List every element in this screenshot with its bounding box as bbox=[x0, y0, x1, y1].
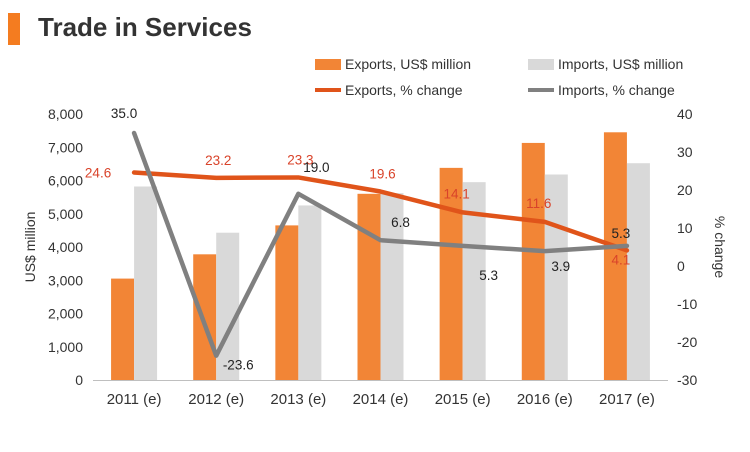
legend-label-3: Imports, % change bbox=[558, 82, 675, 98]
y-left-tick-label: 2,000 bbox=[48, 306, 83, 322]
x-tick-label-1: 2012 (e) bbox=[188, 391, 244, 408]
imports-bar-0 bbox=[134, 186, 158, 380]
imports-bar-6 bbox=[626, 163, 650, 380]
x-tick-label-2: 2013 (e) bbox=[270, 391, 326, 408]
y-right-tick-label: 0 bbox=[677, 258, 685, 274]
y-right-tick-label: 20 bbox=[677, 182, 693, 198]
imports-pct-label-3: 6.8 bbox=[391, 215, 410, 230]
x-tick-label-4: 2015 (e) bbox=[435, 391, 491, 408]
y-right-tick-label: 10 bbox=[677, 220, 693, 236]
x-tick-label-0: 2011 (e) bbox=[107, 391, 162, 408]
y-left-tick-label: 7,000 bbox=[48, 139, 83, 155]
x-tick-label-6: 2017 (e) bbox=[599, 391, 655, 408]
legend-label-1: Imports, US$ million bbox=[558, 56, 683, 72]
x-tick-label-5: 2016 (e) bbox=[517, 391, 573, 408]
y-left-tick-label: 6,000 bbox=[48, 173, 83, 189]
exports-pct-line bbox=[131, 170, 630, 253]
legend-swatch-1 bbox=[528, 59, 554, 70]
legend-label-0: Exports, US$ million bbox=[345, 56, 471, 72]
title-accent-bar bbox=[8, 13, 20, 45]
y-right-tick-label: -30 bbox=[677, 372, 697, 388]
imports-pct-line bbox=[131, 130, 630, 358]
imports-pct-label-4: 5.3 bbox=[479, 268, 498, 283]
exports-bar-5 bbox=[521, 142, 545, 380]
imports-pct-label-2: 19.0 bbox=[303, 160, 329, 175]
exports-pct-label-6: 4.1 bbox=[612, 252, 631, 267]
exports-pct-label-0: 24.6 bbox=[85, 166, 111, 181]
y-right-axis-title: % change bbox=[712, 216, 728, 278]
y-left-tick-label: 1,000 bbox=[48, 339, 83, 355]
imports-bar-2 bbox=[298, 205, 322, 380]
imports-pct-label-1: -23.6 bbox=[223, 358, 254, 373]
exports-pct-label-2: 23.3 bbox=[287, 152, 313, 167]
y-right-tick-label: -10 bbox=[677, 296, 697, 312]
exports-bar-6 bbox=[603, 132, 627, 380]
exports-bar-0 bbox=[111, 278, 135, 380]
exports-pct-label-5: 11.6 bbox=[526, 196, 551, 211]
exports-pct-label-1: 23.2 bbox=[205, 153, 231, 168]
y-left-tick-label: 8,000 bbox=[48, 106, 83, 122]
y-right-tick-label: -20 bbox=[677, 334, 697, 350]
exports-pct-label-4: 14.1 bbox=[444, 186, 470, 201]
exports-bar-1 bbox=[193, 254, 217, 380]
exports-bar-4 bbox=[439, 167, 463, 380]
exports-bar-2 bbox=[275, 225, 299, 380]
imports-pct-label-0: 35.0 bbox=[111, 106, 137, 121]
legend-label-2: Exports, % change bbox=[345, 82, 463, 98]
legend-swatch-0 bbox=[315, 59, 341, 70]
y-left-axis-title: US$ million bbox=[22, 212, 38, 283]
y-left-tick-label: 5,000 bbox=[48, 206, 83, 222]
y-left-tick-label: 4,000 bbox=[48, 239, 83, 255]
imports-bar-4 bbox=[462, 182, 486, 380]
chart-title: Trade in Services bbox=[38, 12, 252, 42]
imports-pct-label-5: 3.9 bbox=[551, 259, 570, 274]
y-right-tick-label: 30 bbox=[677, 144, 693, 160]
imports-pct-label-6: 5.3 bbox=[612, 226, 631, 241]
y-right-tick-label: 40 bbox=[677, 106, 693, 122]
exports-pct-label-3: 19.6 bbox=[369, 167, 395, 182]
exports-bar-3 bbox=[357, 193, 381, 380]
y-left-tick-label: 0 bbox=[75, 372, 83, 388]
x-tick-label-3: 2014 (e) bbox=[353, 391, 409, 408]
y-left-tick-label: 3,000 bbox=[48, 272, 83, 288]
